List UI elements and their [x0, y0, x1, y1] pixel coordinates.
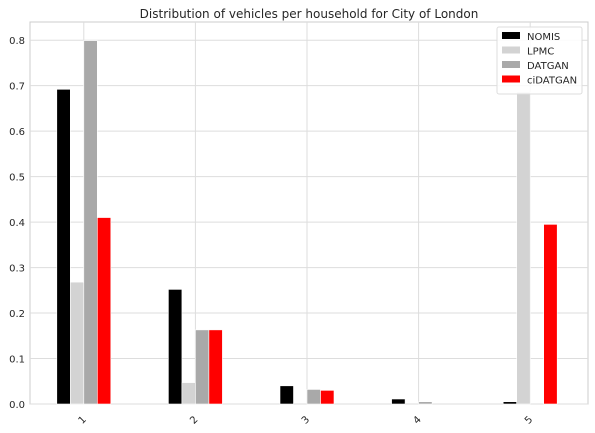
legend-label: NOMIS [527, 32, 560, 43]
legend-label: ciDATGAN [527, 76, 577, 87]
bar-lpmc-2 [181, 382, 196, 405]
bar-datgan-1 [83, 40, 98, 405]
bar-lpmc-5 [516, 91, 531, 405]
legend-swatch [502, 46, 520, 54]
y-tick-label: 0.3 [9, 264, 25, 275]
y-tick-label: 0.2 [9, 309, 25, 320]
legend-label: DATGAN [527, 61, 569, 72]
bar-cidatgan-3 [320, 390, 335, 405]
bar-cidatgan-5 [543, 224, 558, 405]
legend-swatch [502, 32, 520, 39]
bar-datgan-2 [195, 329, 210, 405]
bar-cidatgan-2 [208, 329, 223, 405]
bar-cidatgan-1 [97, 217, 112, 405]
x-tick-label: 3 [300, 414, 312, 426]
bar-datgan-4 [418, 401, 433, 405]
bar-lpmc-1 [70, 281, 85, 405]
x-tick-label: 1 [77, 414, 89, 426]
bar-nomis-4 [391, 398, 406, 405]
bars [56, 40, 558, 405]
x-axis: 1 2 3 4 5 [77, 414, 536, 426]
y-axis: 0.0 0.1 0.2 0.3 0.4 0.5 0.6 0.7 0.8 [9, 36, 25, 411]
y-tick-label: 0.6 [9, 127, 25, 138]
legend-label: LPMC [527, 47, 554, 58]
y-tick-label: 0.5 [9, 173, 25, 184]
y-tick-label: 0.8 [9, 36, 25, 47]
bar-datgan-3 [306, 389, 321, 405]
chart-title: Distribution of vehicles per household f… [140, 7, 479, 21]
y-tick-label: 0.0 [9, 400, 25, 411]
bar-nomis-3 [279, 385, 294, 405]
bar-nomis-5 [502, 401, 518, 405]
y-tick-label: 0.7 [9, 82, 25, 93]
legend: NOMIS LPMC DATGAN ciDATGAN [496, 26, 583, 95]
bar-nomis-2 [168, 289, 183, 405]
x-tick-label: 5 [523, 414, 535, 426]
x-tick-label: 4 [411, 414, 423, 426]
y-tick-label: 0.1 [9, 355, 25, 366]
x-tick-label: 2 [188, 414, 200, 426]
legend-swatch [502, 75, 520, 83]
legend-swatch [502, 61, 520, 68]
y-tick-label: 0.4 [9, 218, 25, 229]
bar-nomis-1 [56, 89, 71, 405]
